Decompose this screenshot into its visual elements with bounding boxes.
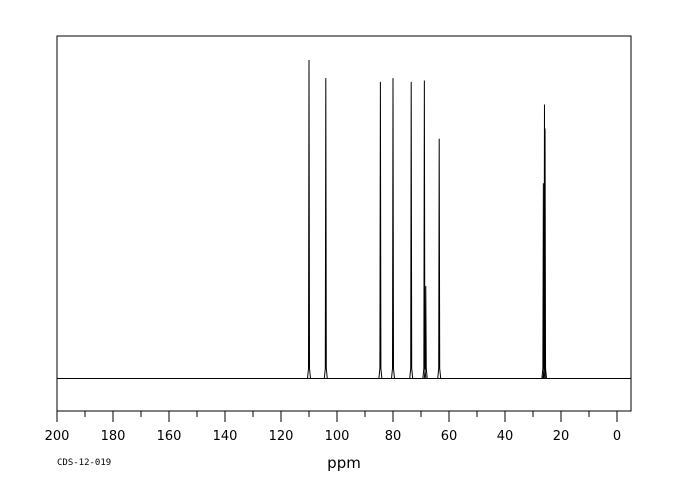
spectrum-peak [391,78,395,379]
peaks-group [307,59,548,379]
x-axis-label: ppm [327,454,361,472]
plot-frame [56,35,632,412]
spectrum-code: CDS-12-019 [57,458,111,468]
x-tick-label: 40 [497,429,514,444]
x-tick-label: 80 [385,429,402,444]
x-tick-label: 60 [441,429,458,444]
spectrum-peak [409,81,414,379]
x-axis-ticks: 200 180 160 140 120 100 80 60 40 20 0 [45,411,621,444]
spectrum-peak [543,128,548,379]
x-tick-label: 0 [613,429,621,444]
spectrum-peak [378,81,383,379]
x-tick-label: 140 [213,429,238,444]
spectrum-peak [323,78,328,379]
x-tick-label: 20 [553,429,570,444]
spectrum-peak [307,59,311,379]
x-tick-label: 120 [269,429,294,444]
x-tick-label: 160 [157,429,182,444]
x-tick-label: 200 [45,429,70,444]
spectrum-peak [542,104,547,379]
spectrum-peak [437,138,442,379]
spectrum-peak [423,286,428,379]
x-tick-label: 100 [325,429,350,444]
x-tick-label: 180 [101,429,126,444]
